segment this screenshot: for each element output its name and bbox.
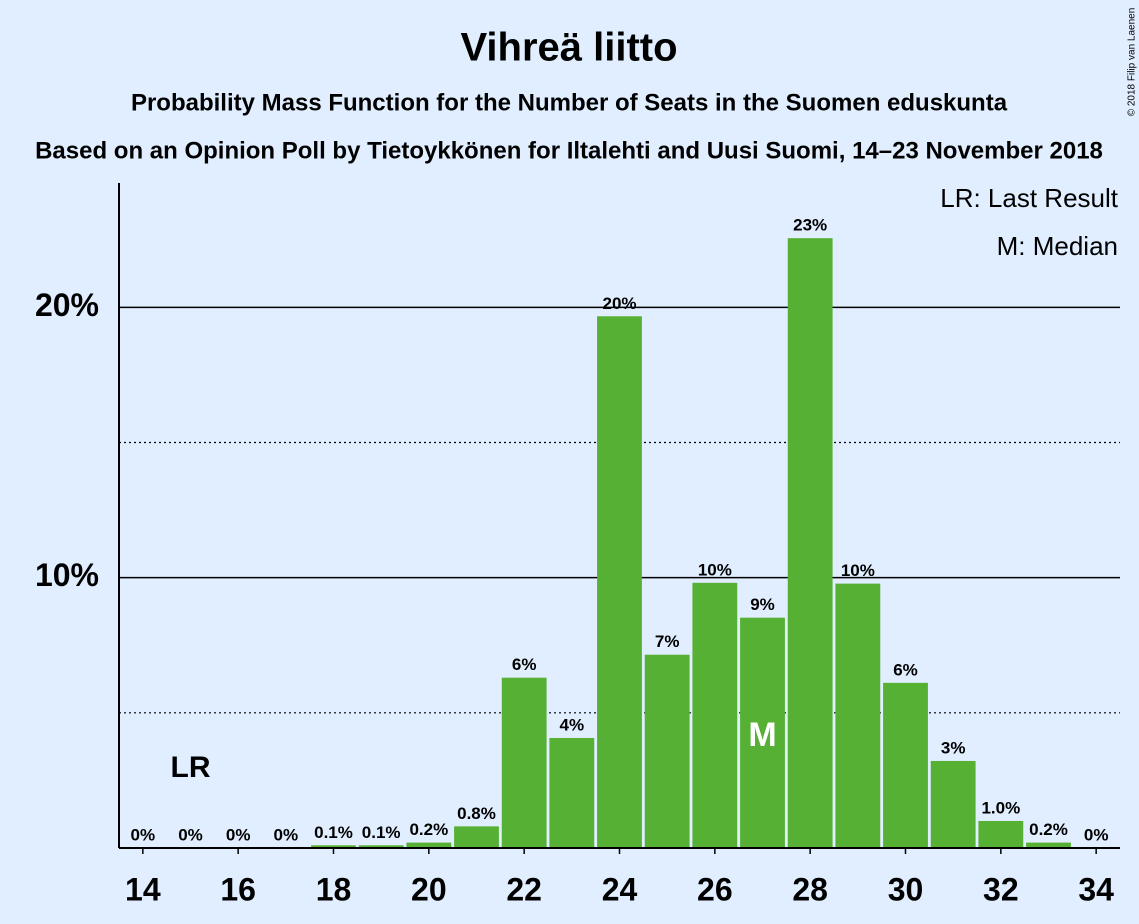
bar (835, 583, 881, 848)
value-label: 0.2% (409, 820, 448, 839)
x-tick-label: 20 (411, 871, 447, 907)
bar (406, 842, 452, 848)
x-tick-label: 14 (125, 871, 161, 907)
bar (787, 238, 833, 848)
bar (311, 845, 356, 848)
value-label: 0.2% (1029, 820, 1068, 839)
x-tick-label: 18 (316, 871, 352, 907)
value-label: 6% (512, 655, 537, 674)
value-label: 10% (841, 561, 875, 580)
value-label: 0% (1084, 825, 1109, 844)
value-label: 4% (560, 715, 585, 734)
value-label: 0% (274, 825, 299, 844)
bar (978, 820, 1024, 848)
legend-note: LR: Last Result (940, 183, 1119, 213)
value-label: 0% (178, 825, 203, 844)
chart-subtitle: Probability Mass Function for the Number… (131, 89, 1008, 116)
bar (501, 677, 547, 848)
value-label: 3% (941, 738, 966, 757)
bar (549, 737, 595, 848)
annotation: LR (171, 751, 211, 784)
chart-subtitle: Based on an Opinion Poll by Tietoykkönen… (35, 137, 1103, 164)
bar (597, 316, 642, 848)
y-tick-label: 10% (35, 557, 99, 593)
x-tick-label: 16 (220, 871, 256, 907)
bar (930, 760, 976, 848)
x-tick-label: 22 (506, 871, 542, 907)
x-tick-label: 24 (602, 871, 638, 907)
x-tick-label: 26 (697, 871, 733, 907)
value-label: 0.1% (362, 823, 401, 842)
x-tick-label: 30 (888, 871, 924, 907)
value-label: 20% (602, 294, 636, 313)
value-label: 9% (750, 595, 775, 614)
value-label: 23% (793, 216, 827, 235)
bar (1026, 842, 1071, 848)
bar (644, 654, 690, 848)
chart-title: Vihreä liitto (460, 26, 677, 70)
annotation: M (748, 716, 776, 754)
value-label: 10% (698, 560, 732, 579)
bar (358, 845, 404, 848)
value-label: 0.8% (457, 804, 496, 823)
bar (692, 582, 738, 848)
bar (454, 826, 499, 848)
y-tick-label: 20% (35, 287, 99, 323)
value-label: 0% (226, 825, 251, 844)
x-tick-label: 34 (1078, 871, 1114, 907)
legend-note: M: Median (997, 231, 1118, 261)
x-tick-label: 32 (983, 871, 1019, 907)
bar (883, 682, 928, 848)
x-tick-label: 28 (792, 871, 828, 907)
value-label: 0.1% (314, 823, 353, 842)
value-label: 1.0% (981, 798, 1020, 817)
bar (740, 617, 785, 848)
credit: © 2018 Filip van Laenen (1127, 8, 1138, 117)
value-label: 7% (655, 632, 680, 651)
value-label: 0% (131, 825, 156, 844)
value-label: 6% (893, 660, 918, 679)
